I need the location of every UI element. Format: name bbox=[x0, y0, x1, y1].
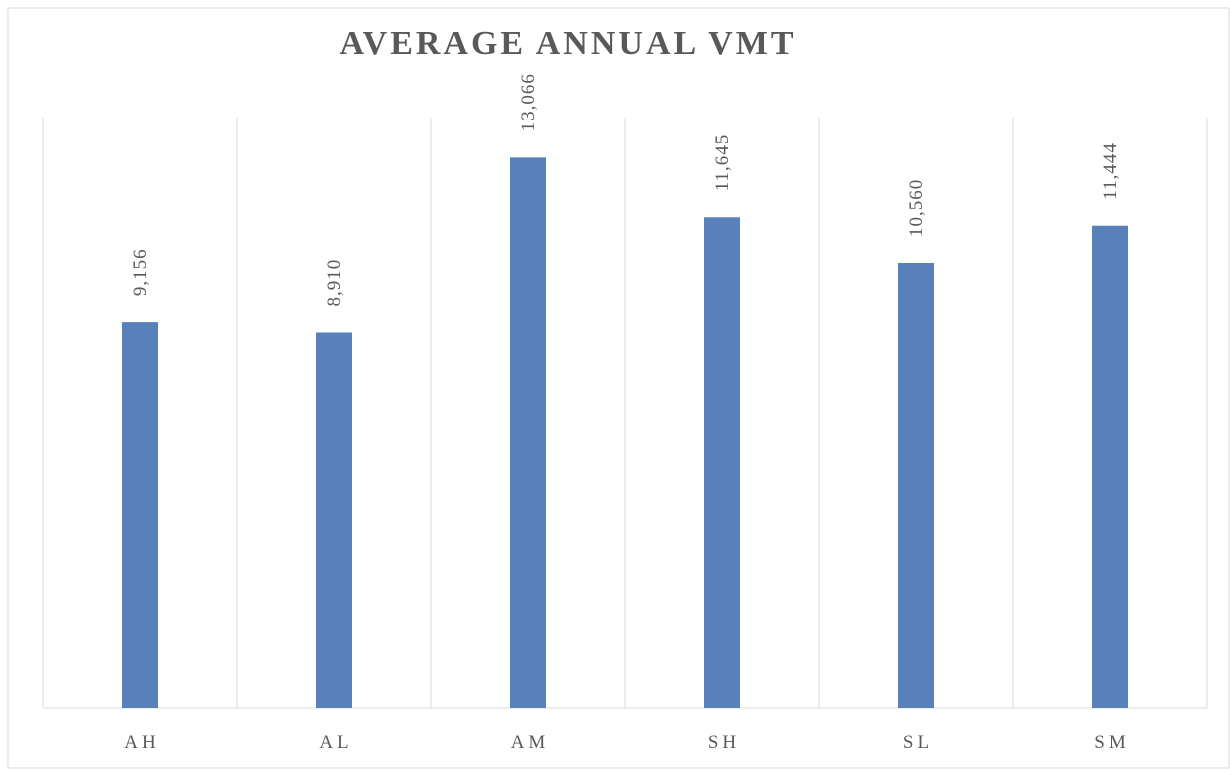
bar bbox=[510, 157, 546, 708]
bar bbox=[122, 322, 158, 708]
data-label: 8,910 bbox=[324, 259, 345, 307]
x-tick-label: AM bbox=[511, 732, 550, 753]
data-label: 10,560 bbox=[906, 179, 927, 237]
bar bbox=[1092, 225, 1128, 708]
data-label: 11,645 bbox=[712, 134, 733, 192]
bar bbox=[704, 217, 740, 708]
data-label: 13,066 bbox=[518, 73, 539, 131]
bar bbox=[898, 262, 934, 708]
chart-title: AVERAGE ANNUAL VMT bbox=[339, 25, 796, 62]
x-tick-label: SH bbox=[708, 732, 740, 753]
chart-border bbox=[7, 7, 1230, 769]
data-label: 11,444 bbox=[1100, 142, 1121, 200]
x-tick-label: SM bbox=[1094, 732, 1129, 753]
bar bbox=[316, 332, 352, 708]
x-tick-label: SL bbox=[903, 732, 933, 753]
data-label: 9,156 bbox=[130, 248, 151, 296]
x-tick-label: AL bbox=[319, 732, 352, 753]
x-tick-label: AH bbox=[124, 732, 159, 753]
